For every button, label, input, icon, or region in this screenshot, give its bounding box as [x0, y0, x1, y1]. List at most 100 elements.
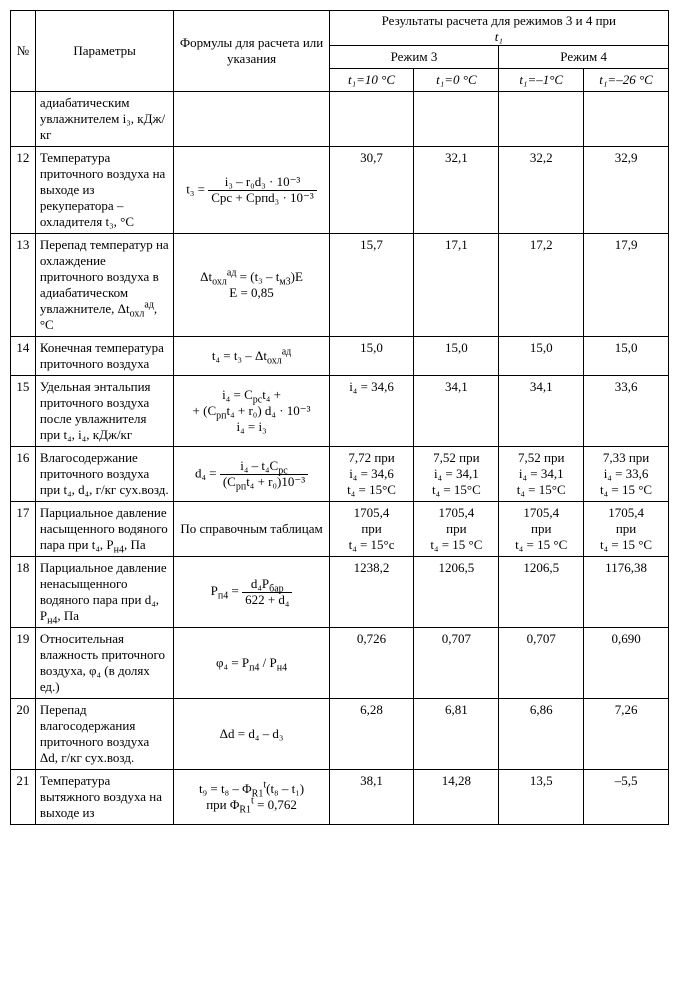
- row-param: Относительная влажность приточного возду…: [35, 628, 174, 699]
- table-row: 13Перепад температур на охлаждение прито…: [11, 234, 669, 337]
- row-formula: t₃ = i₃ – r₀d₃ · 10⁻³Cрс + Cрпd₃ · 10⁻³: [174, 147, 329, 234]
- row-v1: 1238,2: [329, 557, 414, 628]
- hdr-mode4: Режим 4: [499, 46, 669, 69]
- row-num: 19: [11, 628, 36, 699]
- hdr-c3: t₁=–1°C: [499, 69, 584, 92]
- row-formula: φ₄ = Pп4 / Pн4: [174, 628, 329, 699]
- row-v4: –5,5: [584, 770, 669, 825]
- row-num: [11, 92, 36, 147]
- row-v3: 6,86: [499, 699, 584, 770]
- hdr-param: Параметры: [35, 11, 174, 92]
- table-header: № Параметры Формулы для расчета или указ…: [11, 11, 669, 92]
- table-row: 21Температура вытяжного воздуха на выход…: [11, 770, 669, 825]
- row-v1: i₄ = 34,6: [329, 376, 414, 447]
- row-v4: 15,0: [584, 337, 669, 376]
- row-v3: 32,2: [499, 147, 584, 234]
- row-param: Удельная энтальпия приточного воздуха по…: [35, 376, 174, 447]
- row-v2: 7,52 приi₄ = 34,1t₄ = 15°C: [414, 447, 499, 502]
- row-num: 12: [11, 147, 36, 234]
- row-v1: 30,7: [329, 147, 414, 234]
- table-row: 20Перепад влагосодержания приточного воз…: [11, 699, 669, 770]
- row-v3: 34,1: [499, 376, 584, 447]
- row-formula: t₉ = t₈ – ΦR1t(t₈ – t₁)при ΦR1t = 0,762: [174, 770, 329, 825]
- table-row: 14Конечная температура приточного воздух…: [11, 337, 669, 376]
- row-v1: 1705,4приt₄ = 15°с: [329, 502, 414, 557]
- row-v2: 17,1: [414, 234, 499, 337]
- row-v1: 38,1: [329, 770, 414, 825]
- calc-table: № Параметры Формулы для расчета или указ…: [10, 10, 669, 825]
- hdr-c1: t₁=10 °C: [329, 69, 414, 92]
- row-param: Перепад влагосодержания приточного возду…: [35, 699, 174, 770]
- row-param: Конечная температура приточного воздуха: [35, 337, 174, 376]
- hdr-results-var: t₁: [495, 29, 503, 44]
- table-row: 16Влагосодержание приточного воздуха при…: [11, 447, 669, 502]
- row-v2: 14,28: [414, 770, 499, 825]
- hdr-mode3: Режим 3: [329, 46, 499, 69]
- row-param: Влагосодержание приточного воздуха при t…: [35, 447, 174, 502]
- row-v3: 0,707: [499, 628, 584, 699]
- table-row: 12Температура приточного воздуха на выхо…: [11, 147, 669, 234]
- row-num: 13: [11, 234, 36, 337]
- table-row: 19Относительная влажность приточного воз…: [11, 628, 669, 699]
- row-v4: 17,9: [584, 234, 669, 337]
- row-v4: 1705,4приt₄ = 15 °C: [584, 502, 669, 557]
- row-v3: 7,52 приi₄ = 34,1t₄ = 15°C: [499, 447, 584, 502]
- row-v3: [499, 92, 584, 147]
- row-formula: t₄ = t₃ – Δtохлад: [174, 337, 329, 376]
- row-num: 16: [11, 447, 36, 502]
- hdr-c2: t₁=0 °C: [414, 69, 499, 92]
- row-v1: [329, 92, 414, 147]
- row-v4: 33,6: [584, 376, 669, 447]
- row-v2: 15,0: [414, 337, 499, 376]
- row-v1: 6,28: [329, 699, 414, 770]
- row-param: Температура приточного воздуха на выходе…: [35, 147, 174, 234]
- row-formula: По справочным таблицам: [174, 502, 329, 557]
- row-v4: 1176,38: [584, 557, 669, 628]
- row-v2: [414, 92, 499, 147]
- row-formula: Pп4 = d₄Pбар622 + d₄: [174, 557, 329, 628]
- row-v1: 7,72 приi₄ = 34,6t₄ = 15°C: [329, 447, 414, 502]
- row-param: Парциальное давление ненасыщенного водян…: [35, 557, 174, 628]
- hdr-results: Результаты расчета для режимов 3 и 4 при…: [329, 11, 668, 46]
- row-v4: 0,690: [584, 628, 669, 699]
- row-v2: 1206,5: [414, 557, 499, 628]
- row-formula: i₄ = Cрсt₄ ++ (Cрпt₄ + r₀) d₄ · 10⁻³i₄ =…: [174, 376, 329, 447]
- row-num: 15: [11, 376, 36, 447]
- row-v3: 13,5: [499, 770, 584, 825]
- row-v2: 34,1: [414, 376, 499, 447]
- table-row: 18Парциальное давление ненасыщенного вод…: [11, 557, 669, 628]
- row-v3: 1705,4приt₄ = 15 °C: [499, 502, 584, 557]
- row-v2: 1705,4приt₄ = 15 °C: [414, 502, 499, 557]
- row-param: Парциальное давление насыщенного водяног…: [35, 502, 174, 557]
- row-v2: 6,81: [414, 699, 499, 770]
- row-formula: d₄ = i₄ – t₄Cрс(Cрпt₄ + r₀)10⁻³: [174, 447, 329, 502]
- row-v2: 32,1: [414, 147, 499, 234]
- row-v2: 0,707: [414, 628, 499, 699]
- row-v4: 7,33 приi₄ = 33,6t₄ = 15 °C: [584, 447, 669, 502]
- row-num: 20: [11, 699, 36, 770]
- row-num: 17: [11, 502, 36, 557]
- hdr-c4: t₁=–26 °C: [584, 69, 669, 92]
- row-num: 21: [11, 770, 36, 825]
- row-param: Температура вытяжного воздуха на выходе …: [35, 770, 174, 825]
- row-param: Перепад температур на охлаждение приточн…: [35, 234, 174, 337]
- table-row: 17Парциальное давление насыщенного водян…: [11, 502, 669, 557]
- table-body: адиабатическим увлажнителем i₃, кДж/кг12…: [11, 92, 669, 825]
- row-num: 18: [11, 557, 36, 628]
- row-v4: 32,9: [584, 147, 669, 234]
- table-row: адиабатическим увлажнителем i₃, кДж/кг: [11, 92, 669, 147]
- hdr-results-text: Результаты расчета для режимов 3 и 4 при: [382, 13, 616, 28]
- row-v3: 1206,5: [499, 557, 584, 628]
- hdr-form: Формулы для расчета или указания: [174, 11, 329, 92]
- row-formula: Δd = d₄ – d₃: [174, 699, 329, 770]
- row-num: 14: [11, 337, 36, 376]
- row-v4: 7,26: [584, 699, 669, 770]
- row-v3: 17,2: [499, 234, 584, 337]
- row-v1: 0,726: [329, 628, 414, 699]
- row-v1: 15,0: [329, 337, 414, 376]
- hdr-num: №: [11, 11, 36, 92]
- table-row: 15Удельная энтальпия приточного воздуха …: [11, 376, 669, 447]
- row-param: адиабатическим увлажнителем i₃, кДж/кг: [35, 92, 174, 147]
- row-v3: 15,0: [499, 337, 584, 376]
- row-v4: [584, 92, 669, 147]
